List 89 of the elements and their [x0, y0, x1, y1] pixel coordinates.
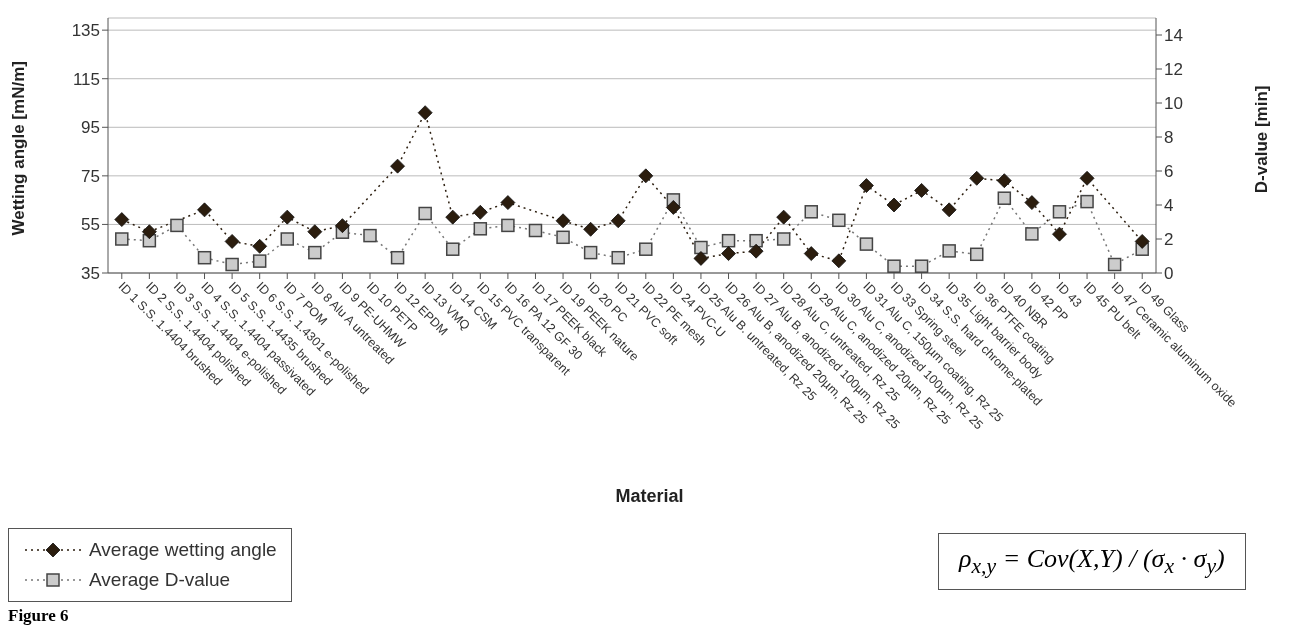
point — [776, 209, 792, 225]
point — [1052, 205, 1067, 219]
point — [693, 251, 709, 266]
point — [501, 218, 515, 233]
y2-tick-label: 6 — [1164, 162, 1174, 182]
point — [1024, 195, 1040, 210]
point — [859, 178, 874, 193]
point — [141, 224, 157, 240]
point — [418, 206, 432, 221]
point — [996, 173, 1012, 189]
point — [803, 246, 819, 261]
point — [969, 170, 985, 186]
point — [914, 183, 929, 198]
point — [390, 250, 405, 265]
point — [252, 254, 267, 268]
point — [583, 221, 599, 237]
point — [252, 238, 268, 254]
y2-axis-title: D-value [min] — [1252, 85, 1272, 194]
point — [942, 244, 956, 258]
point — [335, 218, 350, 234]
legend-label: Average wetting angle — [89, 538, 277, 562]
point — [804, 205, 819, 219]
point — [583, 245, 598, 260]
point — [748, 243, 764, 259]
point — [279, 209, 295, 225]
y2-tick-label: 12 — [1164, 60, 1183, 80]
point — [114, 212, 130, 227]
point — [197, 202, 212, 218]
y2-tick-label: 4 — [1164, 196, 1174, 216]
point — [363, 228, 377, 243]
point — [390, 158, 405, 174]
y-axis-title: Wetting angle [mN/m] — [9, 61, 29, 236]
point — [859, 237, 874, 251]
point — [776, 232, 791, 246]
point — [832, 213, 846, 228]
point — [969, 247, 984, 262]
point — [914, 259, 929, 273]
point — [224, 234, 240, 249]
y-tick-label: 55 — [81, 215, 100, 235]
point — [280, 232, 295, 246]
point — [1107, 257, 1122, 272]
point — [115, 232, 129, 246]
y2-tick-label: 14 — [1164, 26, 1183, 46]
text: ρ$_{x,y}$ = Cov(X,Y) / (σ$_{x}$ · σ$_{y}$) — [938, 533, 1246, 591]
y2-tick-label: 8 — [1164, 128, 1174, 148]
point — [611, 250, 625, 265]
point — [665, 200, 681, 215]
point — [831, 253, 847, 269]
point — [472, 204, 488, 220]
point — [500, 195, 516, 210]
y-tick-label: 75 — [81, 166, 100, 186]
y-tick-label: 35 — [81, 264, 100, 284]
point — [941, 202, 957, 218]
y-tick-label: 135 — [71, 21, 100, 41]
point — [1025, 227, 1039, 241]
point — [445, 209, 461, 225]
point — [473, 222, 488, 236]
point — [721, 246, 736, 261]
caption: Figure 6 — [8, 606, 69, 626]
point — [556, 230, 570, 245]
legend-label: Average D-value — [89, 568, 231, 592]
point — [528, 223, 543, 238]
point — [1134, 234, 1150, 249]
point — [887, 259, 901, 273]
point — [417, 105, 433, 121]
point — [610, 213, 626, 229]
point — [225, 257, 239, 272]
point — [638, 168, 654, 184]
point — [639, 242, 653, 256]
point — [445, 242, 460, 256]
point — [170, 218, 184, 233]
point — [308, 245, 322, 260]
x-axis-title: Material — [614, 486, 685, 507]
point — [555, 213, 571, 229]
y2-tick-label: 2 — [1164, 230, 1174, 250]
point — [197, 250, 212, 265]
point — [749, 233, 763, 248]
point — [307, 224, 323, 240]
point — [721, 233, 736, 248]
y2-tick-label: 10 — [1164, 94, 1183, 114]
y-tick-label: 95 — [81, 118, 100, 138]
point — [694, 240, 708, 255]
point — [1080, 194, 1094, 209]
point — [1052, 226, 1067, 242]
point — [997, 191, 1012, 205]
y2-tick-label: 0 — [1164, 264, 1174, 284]
point — [1079, 170, 1095, 186]
y-tick-label: 115 — [72, 69, 100, 89]
point — [886, 197, 902, 213]
